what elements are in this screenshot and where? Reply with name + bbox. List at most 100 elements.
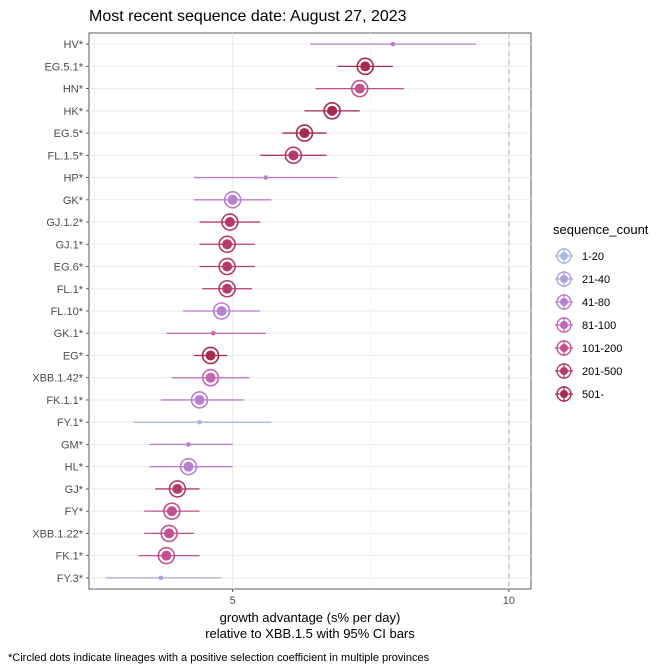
data-point (205, 350, 216, 361)
data-point (263, 175, 269, 180)
y-tick-label: HP* (63, 173, 83, 185)
highlight-ring (221, 213, 239, 231)
x-tick-label: 5 (230, 595, 236, 607)
legend-key-dot (560, 321, 568, 329)
y-tick-label: GK* (63, 195, 84, 207)
legend-label: 501- (582, 389, 604, 401)
legend-key-dot (560, 367, 568, 375)
chart-marks (105, 41, 476, 581)
legend-key-ring (556, 248, 572, 264)
data-point (224, 217, 235, 228)
y-tick-label: XBB.1.42* (32, 373, 83, 385)
highlight-ring (218, 279, 236, 298)
highlight-ring (201, 368, 220, 387)
y-tick-label: GJ.1.2* (46, 217, 83, 229)
y-tick-label: FL.1.5* (48, 150, 84, 162)
legend: sequence_count 1-20 21-40 41-80 81-100 101-2… (553, 222, 649, 402)
y-tick-label: EG.5.1* (44, 61, 83, 73)
x-tick-label: 10 (503, 595, 515, 607)
legend-title: sequence_count (553, 222, 649, 237)
y-tick-label: HN* (63, 84, 84, 96)
data-point (288, 150, 299, 161)
x-axis-label-secondary: relative to XBB.1.5 with 95% CI bars (205, 626, 415, 641)
highlight-ring (350, 79, 369, 98)
y-tick-label: FY* (65, 506, 84, 518)
y-tick-label: GJ.1* (55, 239, 83, 251)
legend-key-ring (556, 271, 572, 287)
data-point (166, 506, 177, 517)
y-tick-label: HL* (65, 462, 84, 474)
y-tick-label: GJ* (65, 484, 84, 496)
data-point (211, 330, 216, 336)
highlight-ring (157, 546, 176, 565)
chart-title: Most recent sequence date: August 27, 20… (89, 8, 407, 25)
legend-key-dot (560, 252, 568, 260)
data-point (161, 550, 172, 561)
data-point (327, 105, 338, 116)
legend-key-ring (556, 386, 572, 402)
caption: *Circled dots indicate lineages with a p… (8, 652, 430, 664)
data-point (172, 483, 183, 494)
data-point (222, 283, 233, 294)
y-tick-label: FK.1* (55, 551, 83, 563)
data-point (183, 461, 194, 472)
data-point (197, 419, 202, 425)
data-point (164, 528, 175, 539)
data-point (222, 239, 233, 250)
highlight-ring (163, 502, 181, 520)
highlight-ring (179, 457, 198, 476)
legend-label: 41-80 (582, 297, 610, 309)
legend-key-dot (560, 275, 568, 283)
y-tick-label: XBB.1.22* (32, 528, 83, 540)
data-point (216, 306, 227, 316)
data-point (158, 575, 164, 581)
data-point (299, 128, 310, 139)
legend-label: 81-100 (582, 320, 616, 332)
highlight-ring (168, 480, 187, 498)
legend-key-dot (560, 344, 568, 352)
highlight-ring (212, 302, 231, 320)
y-tick-label: EG.5* (54, 128, 84, 140)
y-axis-ticks: HV* EG.5.1* HN* HK* EG.5* FL.1.5* HP* GK* GJ.1.2… (32, 39, 89, 585)
highlight-ring (201, 346, 220, 365)
data-point (222, 261, 233, 272)
y-tick-label: HK* (63, 106, 83, 118)
highlight-ring (218, 235, 236, 254)
legend-label: 201-500 (582, 366, 622, 378)
y-tick-label: FL.1* (57, 284, 84, 296)
highlight-ring (284, 146, 303, 165)
highlight-ring (223, 191, 242, 209)
x-axis-ticks: 5 10 (230, 589, 515, 607)
data-point (360, 61, 371, 72)
legend-key-ring (556, 363, 572, 379)
y-tick-label: GK.1* (54, 328, 84, 340)
legend-key-ring (556, 317, 572, 333)
legend-label: 101-200 (582, 343, 622, 355)
legend-key-dot (560, 390, 568, 398)
data-point (227, 194, 238, 205)
y-tick-label: EG.6* (54, 262, 84, 274)
data-point (205, 372, 216, 383)
data-point (194, 394, 205, 405)
y-tick-label: FK.1.1* (46, 395, 83, 407)
legend-key-ring (556, 340, 572, 356)
highlight-ring (190, 391, 209, 409)
data-point (186, 442, 191, 447)
y-tick-label: HV* (63, 39, 83, 51)
legend-key-dot (560, 298, 568, 306)
highlight-ring (160, 524, 178, 543)
y-tick-label: GM* (61, 439, 84, 451)
y-tick-label: FL.10* (51, 306, 84, 318)
legend-label: 1-20 (582, 251, 604, 263)
y-tick-label: EG* (63, 350, 84, 362)
data-point (390, 41, 396, 47)
x-axis-label: growth advantage (s% per day) (220, 610, 401, 625)
legend-key-ring (556, 294, 572, 310)
y-tick-label: FY.1* (57, 417, 84, 429)
data-point (354, 83, 365, 94)
highlight-ring (218, 257, 236, 276)
highlight-ring (323, 102, 341, 120)
highlight-ring (295, 124, 314, 142)
legend-label: 21-40 (582, 274, 610, 286)
